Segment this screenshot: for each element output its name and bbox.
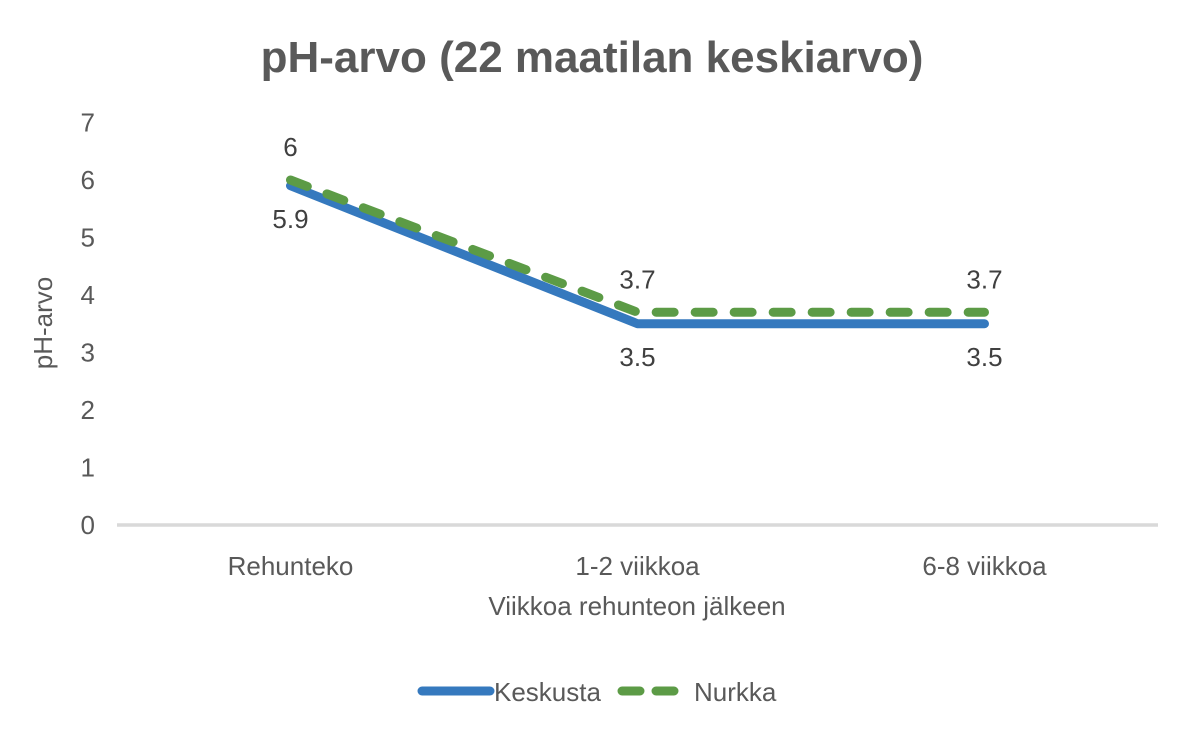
y-tick-label: 2 — [81, 395, 95, 425]
legend-label: Nurkka — [694, 677, 777, 707]
legend-item-nurkka: Nurkka — [617, 677, 777, 707]
legend-item-keskusta: Keskusta — [417, 677, 601, 707]
y-tick-label: 6 — [81, 165, 95, 195]
category-label: 6-8 viikkoa — [922, 551, 1047, 581]
data-label-keskusta: 3.5 — [966, 342, 1002, 372]
y-tick-label: 7 — [81, 108, 95, 138]
category-label: Rehunteko — [228, 551, 354, 581]
y-tick-label: 0 — [81, 510, 95, 540]
x-axis-title: Viikkoa rehunteon jälkeen — [488, 591, 785, 621]
data-label-nurkka: 3.7 — [619, 264, 655, 294]
y-axis-title: pH-arvo — [28, 277, 58, 369]
series-line-keskusta — [286, 181, 989, 329]
legend-label: Keskusta — [494, 677, 601, 707]
series-line-nurkka — [286, 175, 989, 317]
legend: Keskusta Nurkka — [417, 677, 777, 707]
y-tick-label: 3 — [81, 338, 95, 368]
y-tick-label: 4 — [81, 280, 95, 310]
category-label: 1-2 viikkoa — [575, 551, 700, 581]
y-tick-label: 5 — [81, 223, 95, 253]
chart-title: pH-arvo (22 maatilan keskiarvo) — [261, 33, 924, 82]
data-label-nurkka: 6 — [283, 132, 297, 162]
data-label-keskusta: 3.5 — [619, 342, 655, 372]
plot-area: 0 1 2 3 4 5 6 7 Rehunteko 1-2 viikkoa 6-8 viikkoa 5… — [81, 108, 1158, 581]
data-label-nurkka: 3.7 — [966, 264, 1002, 294]
data-label-keskusta: 5.9 — [272, 204, 308, 234]
y-tick-label: 1 — [81, 453, 95, 483]
